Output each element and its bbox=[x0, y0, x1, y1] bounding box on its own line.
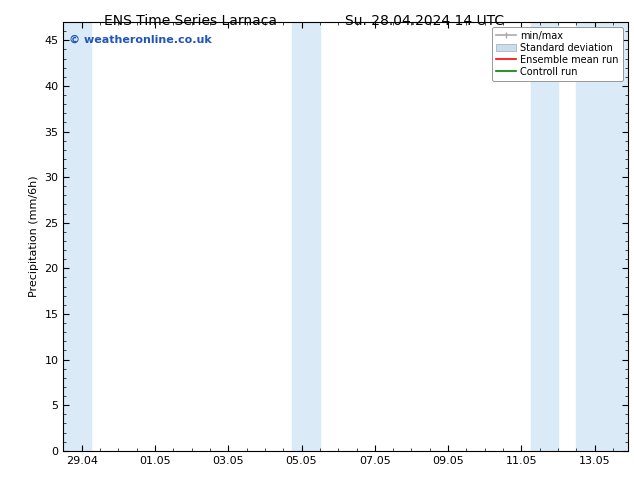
Bar bbox=[292, 22, 320, 451]
Text: ENS Time Series Larnaca: ENS Time Series Larnaca bbox=[104, 14, 276, 28]
Bar bbox=[576, 22, 628, 451]
Bar bbox=[531, 22, 558, 451]
Y-axis label: Precipitation (mm/6h): Precipitation (mm/6h) bbox=[29, 175, 39, 297]
Text: Su. 28.04.2024 14 UTC: Su. 28.04.2024 14 UTC bbox=[346, 14, 504, 28]
Legend: min/max, Standard deviation, Ensemble mean run, Controll run: min/max, Standard deviation, Ensemble me… bbox=[492, 27, 623, 80]
Bar bbox=[63, 22, 91, 451]
Text: © weatheronline.co.uk: © weatheronline.co.uk bbox=[69, 35, 212, 45]
